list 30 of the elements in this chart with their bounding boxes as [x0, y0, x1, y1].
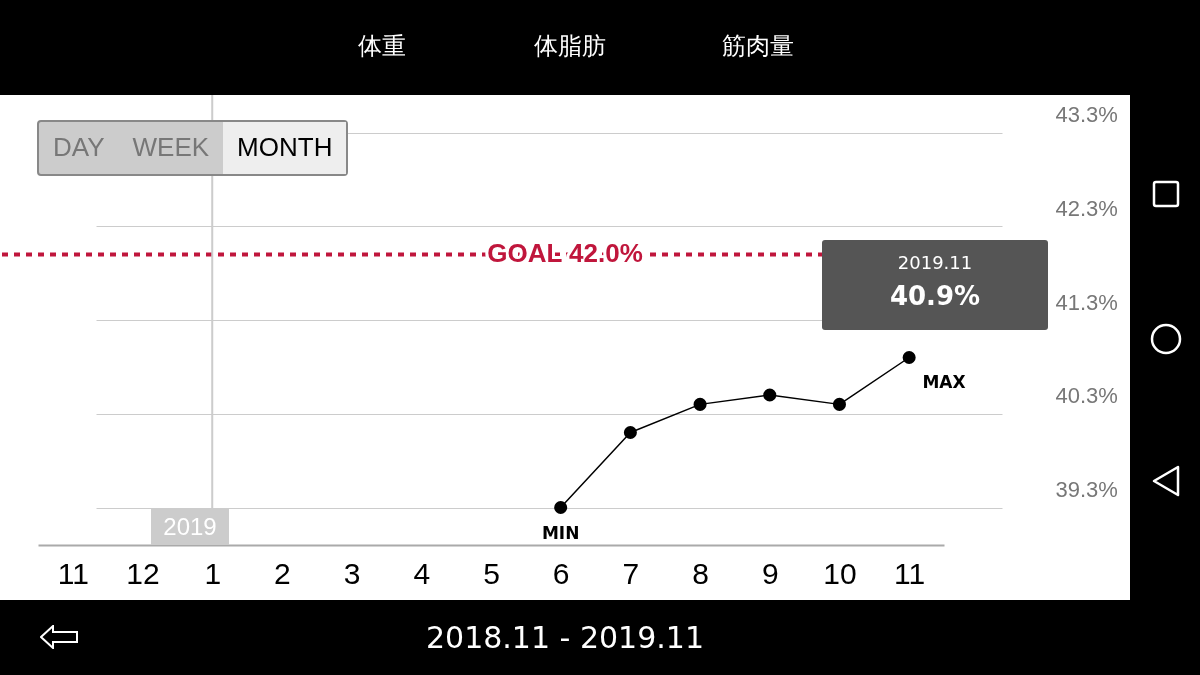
y-tick-label: 42.3% — [1055, 195, 1118, 221]
x-tick-label: 11 — [57, 556, 89, 590]
y-tick-label: 39.3% — [1055, 477, 1118, 502]
text: 2018.11 - 2019.11 — [425, 619, 705, 657]
x-tick-label: 9 — [761, 556, 779, 590]
x-tick-label: 11 — [894, 556, 926, 590]
text: 体重 — [358, 31, 406, 62]
x-tick-label: 1 — [204, 556, 222, 590]
annotation: 40.9% — [888, 280, 982, 311]
x-tick-label: 5 — [483, 556, 500, 590]
annotation: MONTH — [223, 122, 347, 174]
annotation: MAX — [922, 371, 966, 392]
x-tick-label: 8 — [692, 556, 709, 590]
y-tick-label: 40.3% — [1055, 383, 1118, 409]
annotation: WEEK — [131, 131, 211, 164]
x-tick-label: 2 — [274, 556, 291, 590]
x-tick-label: 3 — [343, 556, 361, 590]
y-tick-label: 41.3% — [1055, 289, 1118, 315]
text: 筋肉量 — [722, 31, 794, 62]
x-tick-label: 6 — [552, 556, 570, 590]
x-tick-label: 4 — [413, 556, 431, 590]
y-tick-label: 43.3% — [1055, 102, 1118, 127]
x-tick-label: 7 — [622, 556, 640, 590]
text: 体脂肪 — [534, 31, 606, 62]
x-tick-label: 12 — [126, 556, 160, 590]
tooltip-box: 2019.11 40.9% — [822, 239, 1048, 330]
x-tick-label: 10 — [823, 556, 857, 590]
annotation: MIN — [541, 522, 580, 543]
annotation: DAY — [52, 131, 106, 164]
annotation: 2019.11 — [896, 251, 974, 273]
